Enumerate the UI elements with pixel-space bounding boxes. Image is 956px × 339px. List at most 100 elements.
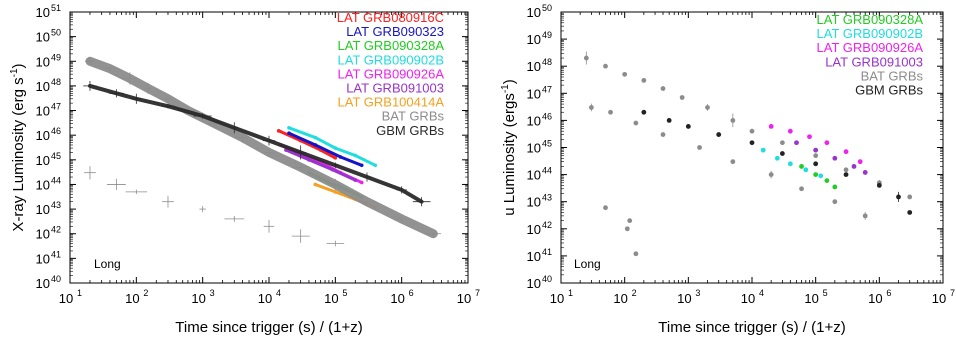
data-point (333, 156, 338, 160)
y-tick-label: 10 (527, 86, 541, 101)
series-lat-grb091003 (794, 140, 868, 175)
x-tick-exponent: 4 (759, 288, 764, 298)
legend-entry: LAT GRB090328A (338, 38, 445, 53)
series-line (287, 126, 377, 167)
data-point (373, 163, 378, 168)
data-point (876, 182, 882, 188)
data-point (292, 163, 309, 172)
data-point (862, 170, 868, 175)
x-tick-exponent: 3 (210, 288, 215, 298)
data-point (235, 132, 250, 143)
data-point (862, 211, 868, 220)
data-point (857, 159, 863, 165)
legend-entry: GBM GRBs (376, 123, 444, 138)
legend-entry: GBM GRBs (855, 83, 923, 98)
y-tick-label: 10 (36, 30, 50, 45)
data-point (832, 199, 838, 205)
x-axis-label: Time since trigger (s) / (1+z) (175, 319, 362, 336)
data-point (685, 124, 691, 129)
data-point (787, 161, 793, 167)
legend-entry: LAT GRB100414A (338, 95, 445, 110)
data-point (813, 172, 819, 178)
y-tick-exponent: 49 (542, 30, 552, 40)
data-point (106, 178, 126, 191)
data-point (818, 173, 824, 179)
data-point (338, 155, 343, 159)
data-point (144, 82, 152, 94)
data-point (824, 140, 830, 146)
y-tick-label: 10 (36, 276, 50, 291)
data-point (330, 167, 335, 172)
data-point (813, 161, 819, 167)
y-tick-label: 10 (36, 251, 50, 266)
data-point (807, 134, 812, 140)
data-point (83, 80, 97, 91)
x-tick-label: 10 (390, 291, 404, 306)
x-tick-label: 10 (932, 291, 946, 306)
data-point (224, 216, 245, 222)
data-point (295, 145, 306, 160)
y-tick-label: 10 (527, 249, 541, 264)
data-point (313, 135, 318, 140)
y-tick-label: 10 (527, 168, 541, 183)
legend-entry: LAT GRB091003 (346, 81, 444, 96)
data-point (832, 155, 838, 161)
x-tick-label: 10 (324, 291, 338, 306)
data-point (161, 103, 175, 109)
x-tick-exponent: 1 (77, 288, 82, 298)
x-tick-exponent: 7 (950, 288, 955, 298)
data-point (627, 218, 633, 224)
data-point (357, 199, 377, 204)
series-bat-grbs (583, 51, 913, 257)
series-gbm-grbs (641, 109, 913, 215)
x-tick-label: 10 (258, 291, 272, 306)
y-tick-label: 10 (527, 5, 541, 20)
y-tick-exponent: 48 (51, 77, 61, 87)
series-lat-grb090328a (799, 164, 838, 190)
y-axis-label: X-ray Luminosity (erg s-1) (9, 63, 27, 231)
data-point (359, 163, 364, 168)
x-tick-exponent: 6 (409, 288, 414, 298)
data-point (774, 155, 780, 161)
x-tick-label: 10 (677, 291, 691, 306)
x-tick-exponent: 5 (342, 288, 347, 298)
y-tick-label: 10 (36, 177, 50, 192)
data-point (313, 143, 318, 147)
legend-entry: LAT GRB080916C (337, 10, 444, 25)
series-lat-grb090926a (768, 124, 863, 165)
x-tick-exponent: 2 (632, 288, 637, 298)
series-lat-grb091003 (284, 148, 358, 182)
data-point (396, 186, 407, 194)
data-point (843, 172, 849, 178)
data-point (125, 189, 148, 195)
data-point (749, 140, 755, 146)
x-tick-label: 10 (457, 291, 471, 306)
data-point (660, 132, 666, 137)
y-tick-exponent: 42 (51, 225, 61, 235)
x-tick-exponent: 5 (823, 288, 828, 298)
data-point (705, 104, 710, 111)
series-line (287, 131, 364, 167)
data-point (333, 190, 338, 194)
data-point (608, 109, 613, 115)
data-point (768, 124, 774, 129)
data-point (633, 120, 639, 126)
data-point (907, 210, 913, 215)
data-point (641, 109, 647, 115)
data-point (803, 167, 809, 173)
x-tick-exponent: 3 (695, 288, 700, 298)
y-tick-label: 10 (36, 202, 50, 217)
data-point (813, 153, 819, 159)
panel-annotation: Long (94, 257, 121, 271)
legend-entry: LAT GRB090926A (338, 66, 445, 81)
y-tick-label: 10 (527, 195, 541, 210)
data-point (603, 63, 608, 69)
y-tick-label: 10 (36, 79, 50, 94)
y-tick-label: 10 (36, 104, 50, 119)
series-gbm-grbs (83, 80, 431, 207)
data-point (843, 149, 849, 155)
x-tick-label: 10 (804, 291, 818, 306)
